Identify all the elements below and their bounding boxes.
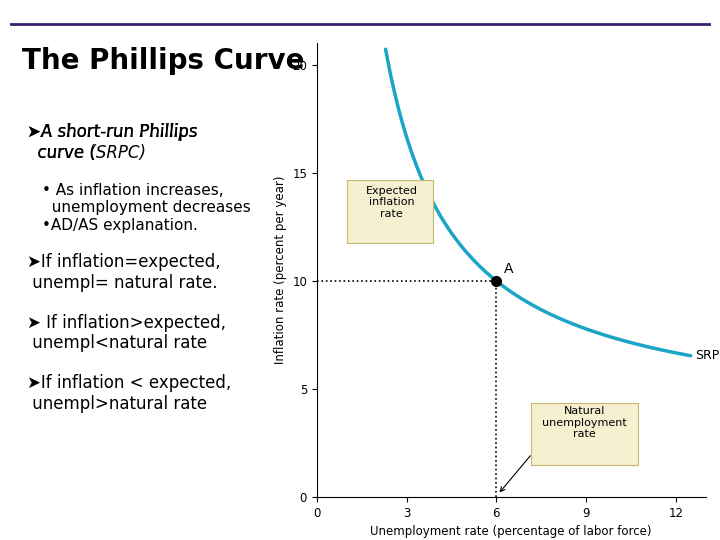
Text: • As inflation increases,
  unemployment decreases
•AD/AS explanation.: • As inflation increases, unemployment d… bbox=[42, 183, 251, 233]
Text: Expected
inflation
rate: Expected inflation rate bbox=[366, 186, 418, 219]
Text: A: A bbox=[504, 262, 513, 276]
Text: The Phillips Curve: The Phillips Curve bbox=[22, 48, 304, 76]
Text: ➤ If inflation>expected,
 unempl<natural rate: ➤ If inflation>expected, unempl<natural … bbox=[27, 314, 226, 353]
Text: Natural
unemployment
rate: Natural unemployment rate bbox=[542, 406, 627, 439]
Text: SRPC: SRPC bbox=[695, 349, 720, 362]
X-axis label: Unemployment rate (percentage of labor force): Unemployment rate (percentage of labor f… bbox=[371, 525, 652, 538]
Text: ➤If inflation < expected,
 unempl>natural rate: ➤If inflation < expected, unempl>natural… bbox=[27, 374, 232, 413]
FancyBboxPatch shape bbox=[347, 180, 433, 243]
Text: ➤A short-run Phillips
  curve (: ➤A short-run Phillips curve ( bbox=[27, 123, 198, 161]
Y-axis label: Inflation rate (percent per year): Inflation rate (percent per year) bbox=[274, 176, 287, 364]
Text: ➤A short-run Phillips
  curve (SRPC): ➤A short-run Phillips curve (SRPC) bbox=[27, 123, 198, 161]
Text: ➤If inflation=expected,
 unempl= natural rate.: ➤If inflation=expected, unempl= natural … bbox=[27, 253, 221, 292]
FancyBboxPatch shape bbox=[531, 403, 639, 465]
